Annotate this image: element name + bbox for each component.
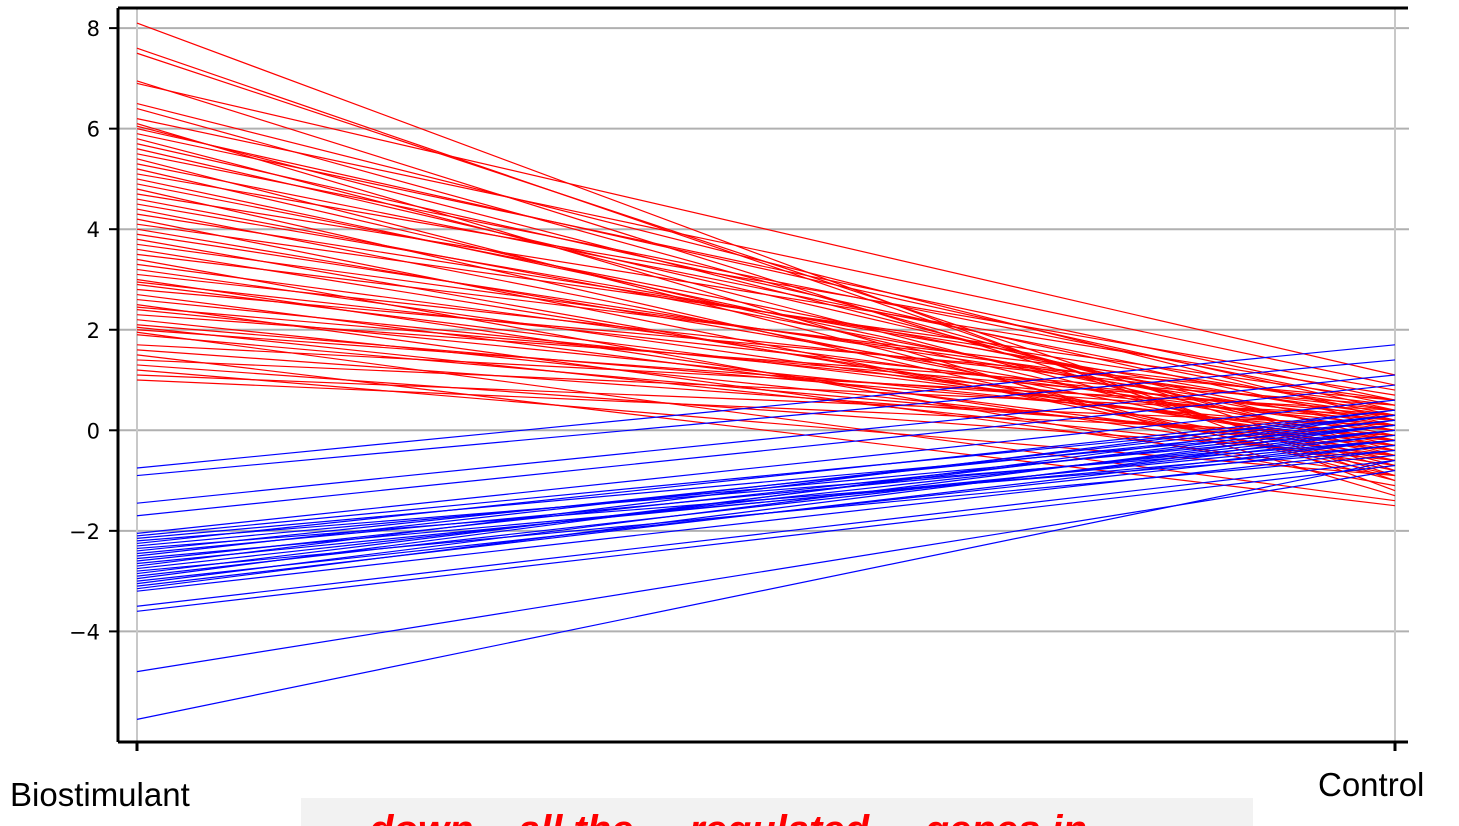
- series-line: [136, 118, 1396, 386]
- series-line: [136, 273, 1396, 411]
- series-line: [136, 469, 1396, 673]
- series-line: [136, 173, 1396, 391]
- series-line: [136, 253, 1396, 406]
- series-line: [136, 334, 1396, 446]
- series-line: [136, 168, 1396, 462]
- series-line: [136, 123, 1396, 497]
- series-line: [136, 384, 1396, 517]
- series-line: [136, 374, 1396, 426]
- series-line: [136, 449, 1396, 592]
- series-line: [136, 314, 1396, 406]
- series-line: [136, 414, 1396, 580]
- series-line: [136, 369, 1396, 477]
- series-line: [136, 306, 1396, 416]
- series-line: [136, 429, 1396, 570]
- series-line: [136, 399, 1396, 534]
- series-line: [136, 429, 1396, 590]
- y-tick-labels: −4 −2 0 2 4 6 8: [69, 17, 118, 644]
- series-line: [136, 288, 1396, 401]
- series-line: [136, 183, 1396, 431]
- series-line: [136, 409, 1396, 545]
- series-line: [136, 434, 1396, 555]
- y-tick-label: 8: [87, 17, 100, 41]
- series-line: [136, 193, 1396, 396]
- series-line: [136, 102, 1396, 421]
- caption-text: down all the regulated genes in: [369, 808, 1087, 826]
- series-line: [136, 439, 1396, 565]
- series-line: [136, 414, 1396, 557]
- series-line: [136, 143, 1396, 426]
- series-line: [136, 228, 1396, 441]
- series-line: [136, 374, 1396, 504]
- axes: [116, 6, 1408, 751]
- x-category-label-biostimulant: Biostimulant: [10, 776, 190, 813]
- series-line: [136, 349, 1396, 441]
- series-line: [136, 163, 1396, 416]
- y-tick-label: 2: [87, 319, 100, 343]
- series-line: [136, 459, 1396, 720]
- caption-box: down all the regulated genes in: [301, 798, 1253, 826]
- series-line: [136, 125, 1396, 451]
- y-tick-label: 0: [87, 419, 100, 443]
- series-line: [136, 359, 1396, 477]
- series-line: [136, 331, 1396, 502]
- series-line: [136, 47, 1396, 482]
- series-line: [136, 409, 1396, 567]
- series-lines: [136, 22, 1396, 720]
- series-line: [136, 329, 1396, 421]
- y-tick-label: 6: [87, 118, 100, 142]
- series-line: [136, 80, 1396, 477]
- series-line: [136, 364, 1396, 457]
- series-line: [136, 153, 1396, 406]
- series-line: [136, 344, 1396, 469]
- y-tick-label: −4: [69, 620, 100, 644]
- series-line: [136, 439, 1396, 542]
- series-line: [136, 414, 1396, 537]
- series-line: [136, 309, 1396, 436]
- series-line: [136, 464, 1396, 612]
- series-line: [136, 424, 1396, 562]
- series-line: [136, 138, 1396, 467]
- series-line: [136, 344, 1396, 411]
- series-line: [136, 223, 1396, 401]
- series-line: [136, 133, 1396, 401]
- series-line: [136, 82, 1396, 376]
- series-line: [136, 263, 1396, 431]
- series-line: [136, 434, 1396, 577]
- series-line: [136, 459, 1396, 607]
- series-line: [136, 379, 1396, 436]
- x-category-label-control: Control: [1318, 766, 1425, 803]
- series-line: [136, 268, 1396, 446]
- series-line: [136, 359, 1396, 416]
- y-tick-label: 4: [87, 218, 100, 242]
- series-line: [136, 319, 1396, 452]
- series-line: [136, 298, 1396, 426]
- series-line: [136, 424, 1396, 585]
- y-tick-label: −2: [69, 520, 100, 544]
- series-line: [136, 424, 1396, 539]
